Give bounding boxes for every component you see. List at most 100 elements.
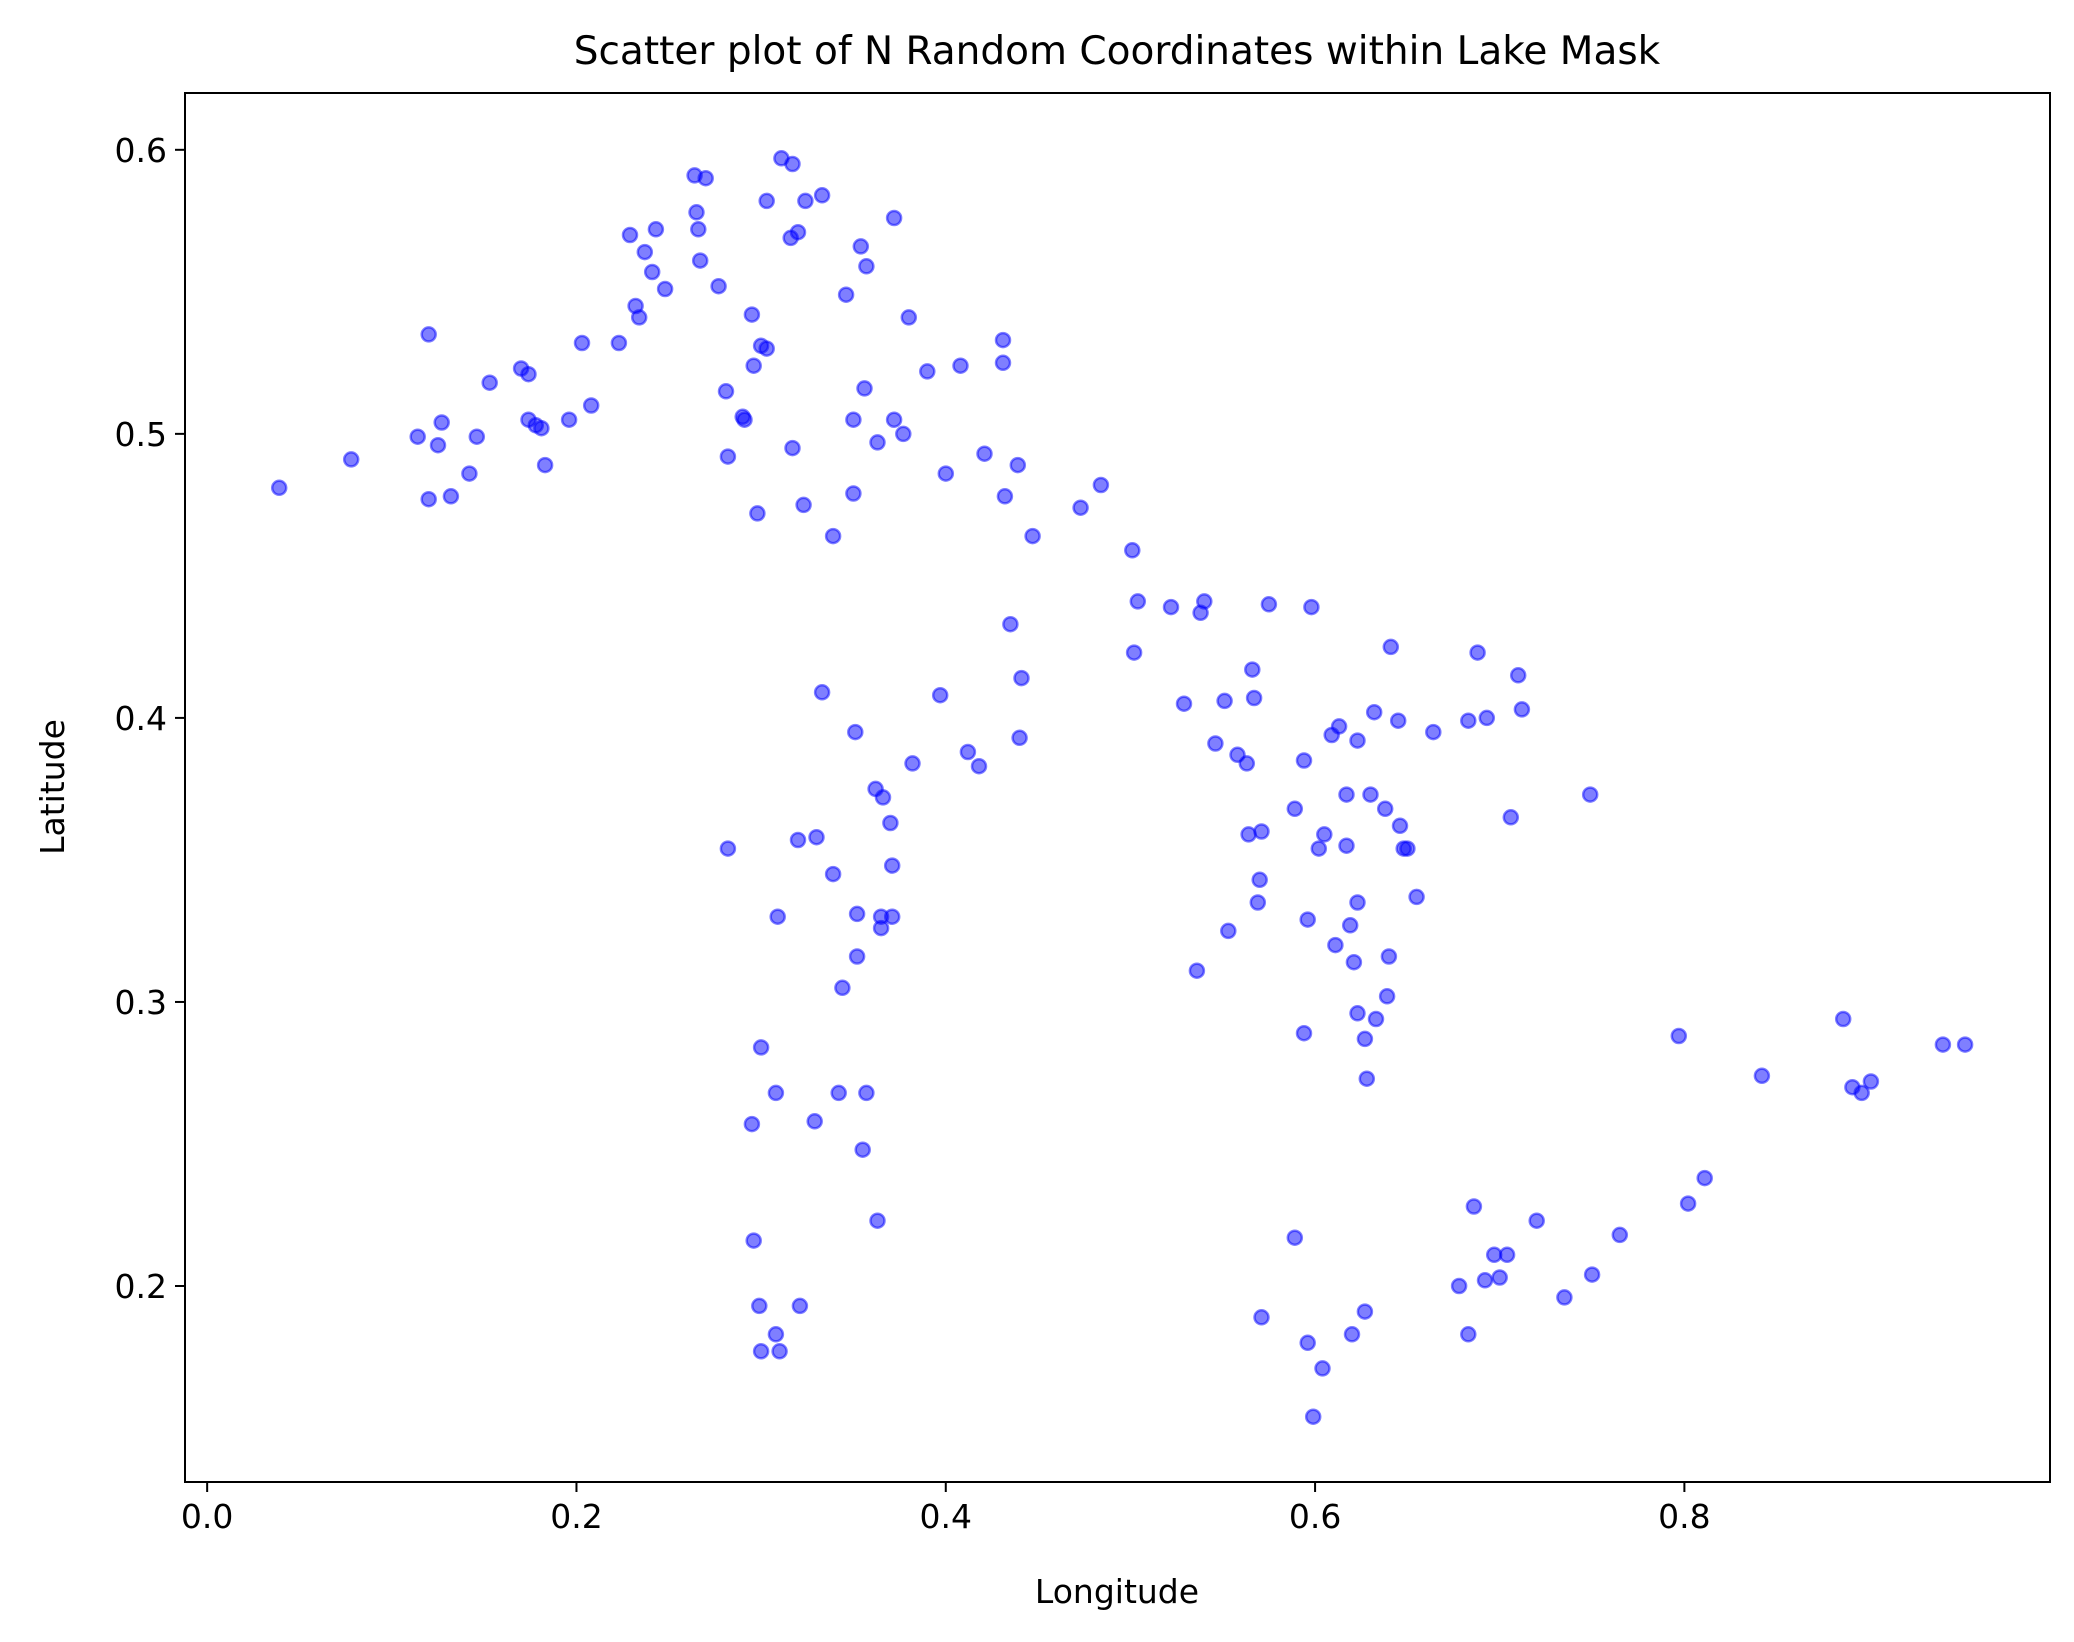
x-axis-label: Longitude [1035,1572,1199,1611]
scatter-point [1002,615,1019,633]
scatter-point [1286,1229,1304,1246]
scatter-point [885,209,903,227]
scatter-point [1125,644,1143,661]
scatter-point [869,434,886,451]
scatter-point [1956,1036,1974,1053]
scatter-point [813,684,831,701]
scatter-point [582,397,600,414]
scatter-point [1349,732,1366,749]
scatter-point [758,192,775,210]
scatter-point [688,204,705,221]
x-tick-label: 0.6 [1289,1497,1341,1536]
scatter-point [869,1212,886,1229]
scatter-point [697,169,714,187]
scatter-point [1391,817,1409,835]
scatter-point [789,223,807,241]
scatter-point [1853,1084,1870,1102]
scatter-point [719,448,737,465]
scatter-point [959,743,977,761]
scatter-point [1380,948,1398,965]
scatter-point [813,187,831,204]
scatter-point [1245,689,1263,707]
scatter-point [743,306,761,323]
scatter-point [536,456,554,474]
scatter-point [784,439,801,457]
scatter-point [797,192,814,210]
scatter-point [1528,1212,1545,1229]
scatter-point [895,425,912,443]
scatter-point [830,1084,847,1102]
scatter-point [1286,800,1304,818]
scatter-point [824,865,842,883]
scatter-point [858,258,875,275]
scatter-point [806,1113,823,1130]
scatter-point [1196,593,1213,610]
scatter-point [795,496,812,514]
y-tick-label: 0.4 [115,699,167,738]
scatter-point [976,445,993,462]
scatter-point [1216,692,1233,710]
scatter-point [1327,936,1344,954]
scatter-point [769,908,786,925]
scatter-point [848,905,866,923]
scatter-point [1092,476,1110,494]
scatter-point [856,380,873,397]
scatter-point [1934,1036,1952,1053]
scatter-point [845,485,862,502]
scatter-point [1378,988,1396,1005]
scatter-point [1299,911,1316,928]
scatter-point [270,479,288,497]
scatter-point [900,309,918,326]
scatter-point [784,155,801,173]
scatter-point [1343,1326,1361,1343]
scatter-point [1310,840,1328,857]
scatter-point [1498,1246,1516,1264]
scatter-point [1513,701,1531,718]
scatter-point [845,411,862,428]
scatter-point [719,840,737,857]
scatter-point [767,1084,785,1102]
scatter-point [630,309,648,326]
scatter-point [1253,1309,1270,1326]
scatter-point [824,527,842,545]
scatter-point [931,686,949,704]
scatter-point [717,383,735,400]
scatter-point [952,357,969,374]
scatter-point [1509,667,1527,684]
scatter-point [1013,669,1030,687]
y-axis-ticks: 0.2 0.3 0.4 0.5 0.6 [115,131,185,1306]
scatter-point [1251,871,1268,889]
scatter-point [647,221,665,238]
scatter-point [1670,1027,1688,1045]
scatter-point [1341,917,1359,934]
scatter-point [1450,1277,1468,1295]
scatter-point [994,331,1012,349]
scatter-point [643,263,661,281]
scatter-point [767,1326,785,1343]
scatter-point [1175,695,1193,712]
scatter-point [1338,786,1355,803]
scatter-point [1304,1408,1322,1425]
points-layer [270,150,1974,1425]
scatter-point [481,374,498,391]
scatter-point [1356,1030,1374,1048]
scatter-point [1478,709,1496,727]
scatter-point [1556,1289,1573,1306]
scatter-point [837,286,855,303]
scatter-point [1238,755,1256,772]
scatter-point [1491,1269,1508,1286]
scatter-point [791,1297,809,1315]
scatter-point [885,411,903,428]
scatter-point [1338,837,1355,854]
scatter-point [919,363,936,380]
scatter-point [1365,703,1383,721]
scatter-point [533,419,550,437]
scatter-point [1460,712,1477,729]
scatter-point [1362,786,1379,803]
scatter-point [573,334,591,352]
scatter-point [745,357,762,374]
scatter-point [1581,786,1599,803]
scatter-point [752,1039,770,1056]
scatter-point [1425,723,1442,741]
scatter-point [1314,1360,1331,1377]
